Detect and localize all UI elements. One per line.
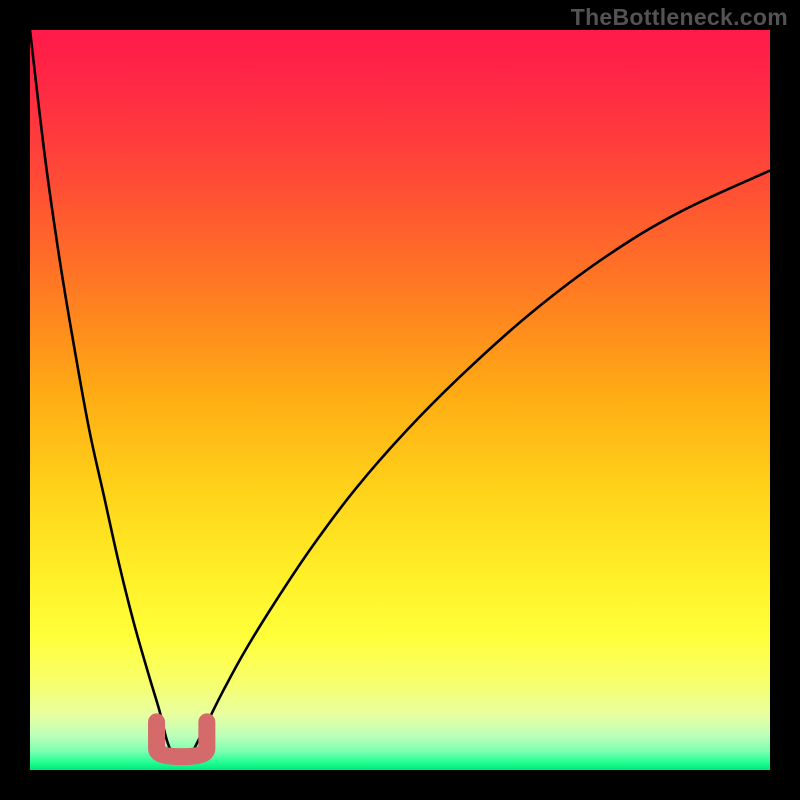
gradient-background: [30, 30, 770, 770]
watermark-text: TheBottleneck.com: [571, 4, 788, 31]
chart-svg: [0, 0, 800, 800]
chart-container: TheBottleneck.com: [0, 0, 800, 800]
